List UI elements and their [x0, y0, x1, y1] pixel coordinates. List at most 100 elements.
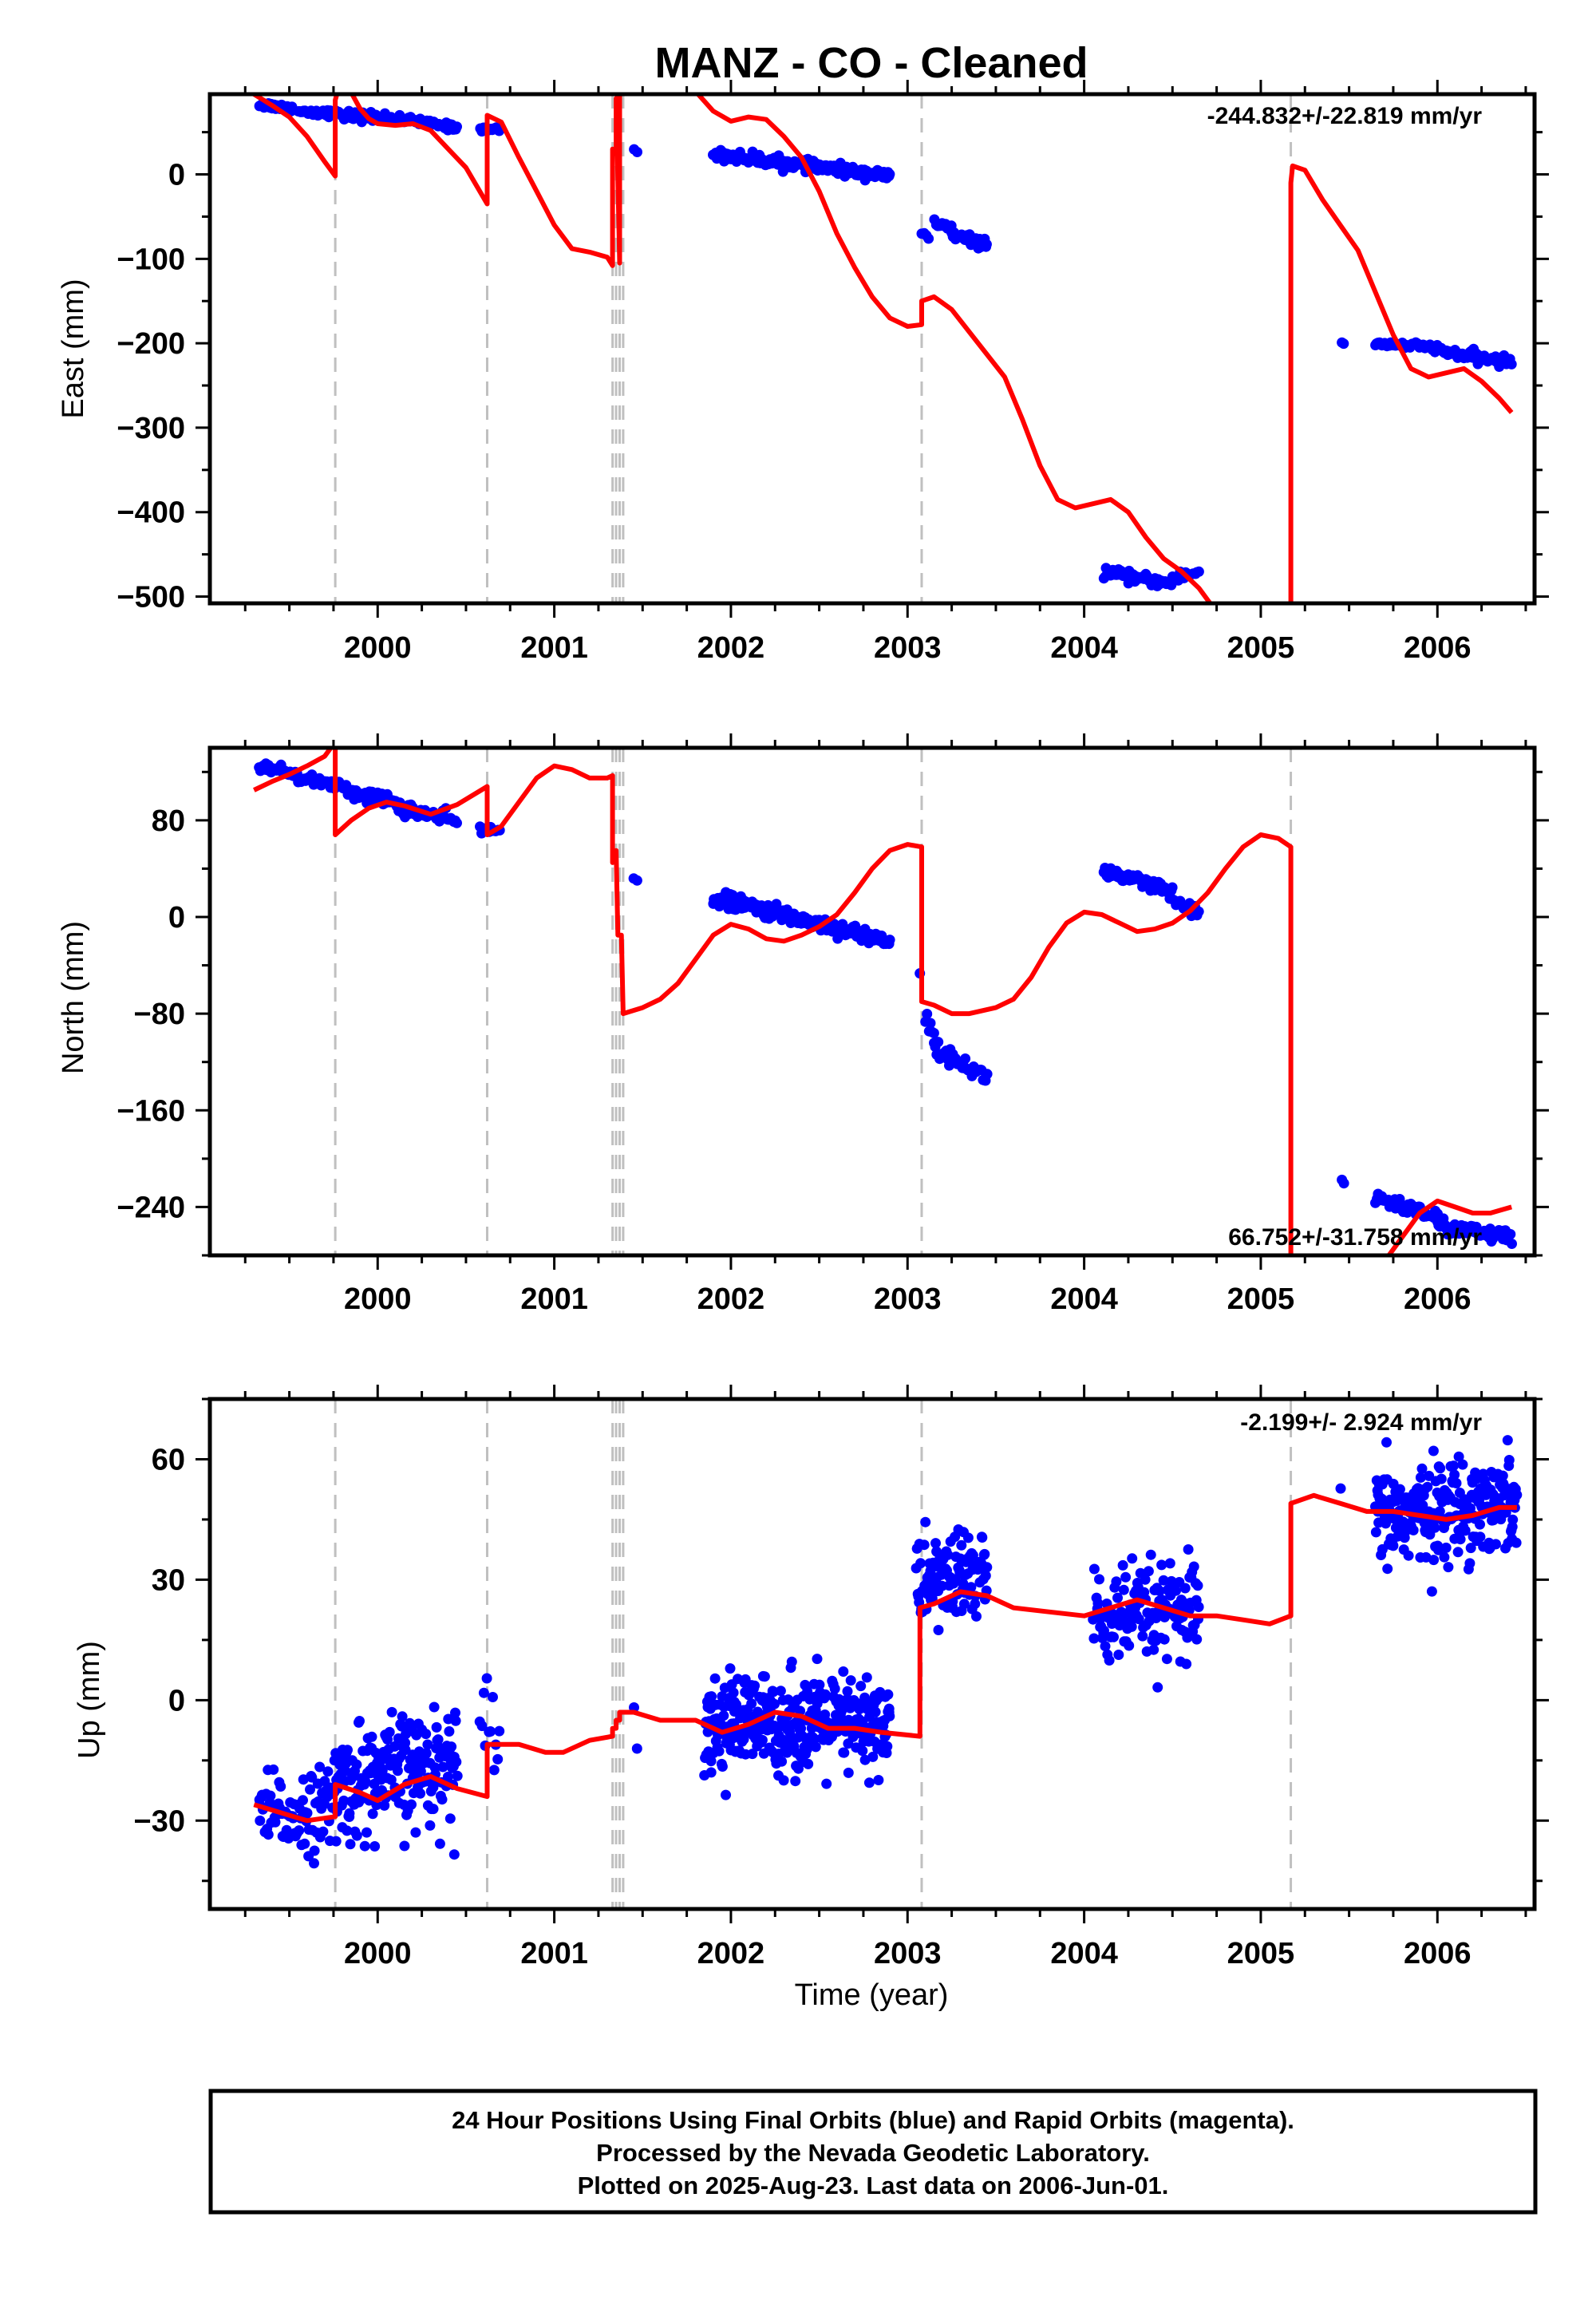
data-point [452, 121, 462, 132]
data-point [1100, 1641, 1111, 1652]
data-point [1451, 1478, 1462, 1488]
x-tick-label: 2002 [697, 631, 765, 665]
data-point [775, 1686, 786, 1697]
data-point [1133, 1614, 1144, 1625]
east-model-curve [249, 94, 1514, 603]
data-point [1503, 1455, 1515, 1465]
data-point [265, 1790, 276, 1801]
data-point [883, 1689, 894, 1700]
data-point [392, 1765, 403, 1777]
data-point [1394, 1484, 1405, 1495]
x-tick-label: 2006 [1404, 1282, 1472, 1316]
data-point [958, 1599, 970, 1610]
data-point [492, 1753, 504, 1765]
data-point [1191, 1634, 1203, 1645]
data-point [1440, 1542, 1452, 1553]
data-point [361, 1827, 372, 1838]
data-point [389, 1741, 401, 1752]
data-point [1193, 566, 1204, 577]
data-point [1502, 1435, 1513, 1446]
data-point [820, 1689, 831, 1700]
data-point [1137, 1630, 1148, 1642]
footer-line-2: Processed by the Nevada Geodetic Laborat… [596, 2139, 1150, 2167]
data-point [821, 1778, 832, 1789]
model-line [249, 94, 1214, 603]
data-point [406, 1799, 417, 1810]
footer-frame [208, 2089, 1538, 2215]
data-point [450, 1707, 460, 1718]
data-point [452, 1770, 463, 1781]
data-point [450, 1715, 461, 1726]
data-point [705, 1767, 717, 1778]
chart-title: MANZ - CO - Cleaned [654, 39, 1088, 87]
data-point [485, 1726, 496, 1737]
data-point [344, 1808, 355, 1819]
north-plot-frame [207, 745, 1537, 1258]
data-point [971, 1611, 982, 1622]
data-point [1108, 1631, 1119, 1642]
data-point [942, 1549, 954, 1560]
data-point [746, 1698, 757, 1709]
data-point [1511, 1537, 1522, 1548]
y-tick-label: −30 [134, 1804, 185, 1838]
data-point [781, 1747, 792, 1758]
data-point [437, 1794, 448, 1805]
data-point [1113, 1650, 1124, 1660]
y-tick-label: −200 [117, 327, 185, 361]
data-point [956, 1539, 967, 1551]
data-point [1429, 1522, 1440, 1533]
x-tick-label: 2001 [520, 631, 588, 665]
data-point [1439, 1551, 1450, 1563]
data-point [351, 1759, 362, 1770]
data-point [1181, 1658, 1192, 1670]
data-point [1453, 1451, 1464, 1462]
north-panel: 2000 2001 2002 2003 2004 2005 2006 80 0 −80 −160 −2… [57, 733, 1549, 1316]
data-point [718, 1710, 729, 1721]
data-point [958, 1578, 969, 1589]
data-point [980, 1570, 991, 1581]
data-point [981, 239, 992, 250]
data-point [1388, 1540, 1399, 1551]
data-point [322, 1766, 334, 1777]
data-point [1126, 1621, 1137, 1632]
data-point [294, 1825, 305, 1836]
y-tick-label: 0 [168, 901, 185, 935]
data-point [977, 1532, 988, 1543]
data-point [1475, 1531, 1486, 1543]
data-point [920, 1516, 931, 1528]
data-point [268, 1764, 279, 1775]
x-axis-label: Time (year) [795, 1978, 949, 2012]
data-point [928, 1028, 939, 1038]
data-point [309, 1845, 320, 1856]
data-point [1465, 1543, 1476, 1554]
data-point [982, 1069, 993, 1080]
x-tick-label: 2001 [520, 1937, 588, 1970]
data-point [1183, 1544, 1194, 1555]
data-point [1416, 1463, 1428, 1474]
up-axis-label: Up (mm) [73, 1641, 106, 1759]
data-point [1111, 1576, 1122, 1587]
data-point [410, 1827, 421, 1838]
data-point [933, 1037, 944, 1048]
east-data-points [254, 98, 1517, 591]
data-point [820, 1709, 831, 1720]
data-point [425, 1820, 436, 1831]
data-point [298, 1795, 308, 1806]
data-point [1193, 1602, 1204, 1612]
data-point [345, 1839, 356, 1850]
data-point [769, 1698, 780, 1709]
data-point [354, 1716, 365, 1726]
x-tick-label: 2003 [874, 631, 942, 665]
data-point [884, 168, 895, 180]
data-point [731, 1699, 741, 1710]
y-tick-label: −100 [117, 243, 185, 276]
data-point [1148, 1644, 1159, 1655]
data-point [757, 1734, 768, 1745]
data-point [809, 1733, 820, 1745]
data-point [1158, 1575, 1169, 1586]
model-line [1288, 163, 1514, 603]
data-point [632, 147, 642, 157]
up-data-points [254, 1435, 1523, 1869]
data-point [1112, 1592, 1123, 1603]
data-point [366, 1731, 377, 1742]
